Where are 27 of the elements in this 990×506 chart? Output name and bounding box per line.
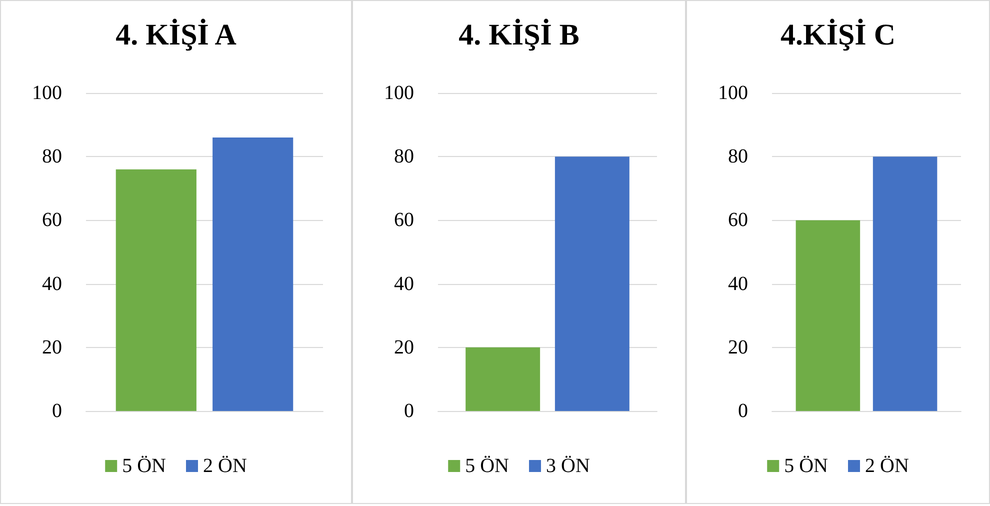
chart-title: 4.KİŞİ C [780,18,896,52]
y-tick-label: 60 [394,209,414,232]
y-tick-label: 60 [728,209,748,232]
y-tick-label: 100 [384,82,414,104]
y-tick-label: 80 [728,146,748,168]
legend-label: 2 ÖN [203,455,247,477]
y-tick-label: 40 [42,272,62,295]
y-tick-label: 20 [394,336,414,358]
legend-label: 5 ÖN [465,455,510,477]
y-tick-label: 100 [32,82,62,104]
y-tick-label: 80 [394,146,414,168]
y-tick-label: 20 [42,336,62,358]
y-tick-label: 0 [404,400,414,422]
y-tick-label: 40 [728,272,748,295]
y-tick-label: 60 [42,209,62,232]
y-tick-label: 0 [52,400,62,422]
legend-label: 5 ÖN [784,455,828,477]
chart-title: 4. KİŞİ B [458,18,580,52]
chart-title: 4. KİŞİ A [116,18,237,52]
y-tick-label: 20 [728,336,748,358]
legend-label: 2 ÖN [865,455,909,477]
y-tick-label: 0 [738,400,748,422]
y-tick-label: 40 [394,272,414,295]
legend-label: 5 ÖN [122,455,166,477]
legend-label: 3 ÖN [546,455,590,477]
y-tick-label: 80 [42,146,62,168]
y-tick-label: 100 [718,82,748,104]
